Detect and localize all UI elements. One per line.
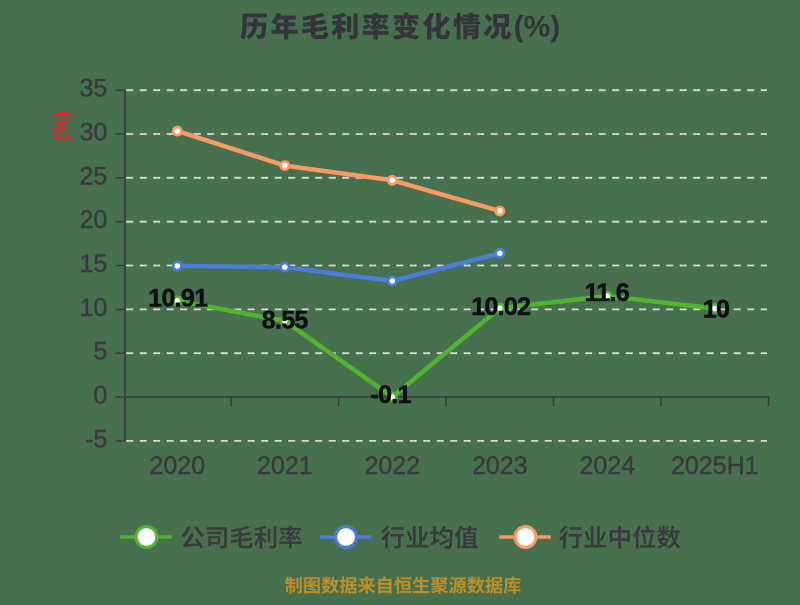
svg-text:0: 0 bbox=[93, 382, 107, 410]
svg-text:2022: 2022 bbox=[364, 452, 420, 480]
svg-text:2025H1: 2025H1 bbox=[671, 452, 759, 480]
svg-text:(%): (%) bbox=[514, 11, 561, 44]
svg-text:15: 15 bbox=[79, 250, 107, 278]
svg-text:2021: 2021 bbox=[257, 452, 313, 480]
svg-text:2020: 2020 bbox=[149, 452, 205, 480]
svg-text:10.91: 10.91 bbox=[148, 284, 208, 312]
svg-text:(%): (%) bbox=[51, 111, 72, 141]
svg-text:-0.1: -0.1 bbox=[370, 381, 411, 409]
svg-text:10: 10 bbox=[79, 294, 107, 322]
svg-text:2024: 2024 bbox=[579, 452, 635, 480]
svg-text:35: 35 bbox=[79, 75, 107, 103]
svg-text:25: 25 bbox=[79, 162, 107, 190]
svg-text:2023: 2023 bbox=[472, 452, 528, 480]
svg-text:20: 20 bbox=[79, 206, 107, 234]
svg-text:-5: -5 bbox=[85, 425, 107, 453]
svg-text:30: 30 bbox=[79, 119, 107, 147]
svg-text:10: 10 bbox=[703, 296, 729, 324]
svg-text:8.55: 8.55 bbox=[262, 307, 309, 335]
svg-text:11.6: 11.6 bbox=[584, 279, 628, 307]
svg-text:5: 5 bbox=[93, 338, 107, 366]
svg-text:10.02: 10.02 bbox=[471, 293, 530, 321]
